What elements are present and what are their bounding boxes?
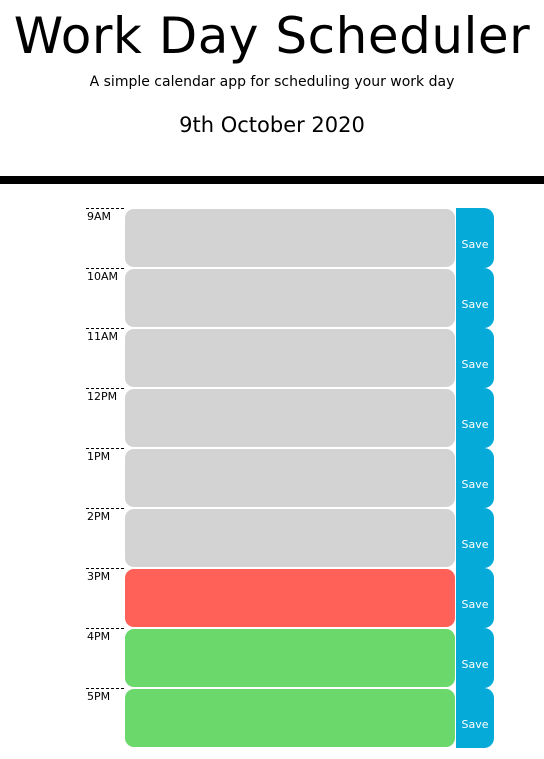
hour-label: 10AM xyxy=(86,268,124,328)
save-button[interactable]: Save xyxy=(456,508,494,568)
hour-label-text: 4PM xyxy=(87,630,111,643)
hour-label: 2PM xyxy=(86,508,124,568)
hour-label-text: 5PM xyxy=(87,690,111,703)
hour-label: 5PM xyxy=(86,688,124,748)
hour-label: 1PM xyxy=(86,448,124,508)
save-button[interactable]: Save xyxy=(456,568,494,628)
hour-label: 4PM xyxy=(86,628,124,688)
description-textarea[interactable] xyxy=(124,208,456,268)
save-button[interactable]: Save xyxy=(456,328,494,388)
time-block-row: 1PM Save xyxy=(0,448,544,508)
header: Work Day Scheduler A simple calendar app… xyxy=(0,0,544,176)
hour-label: 11AM xyxy=(86,328,124,388)
time-block-row: 10AM Save xyxy=(0,268,544,328)
page-title: Work Day Scheduler xyxy=(13,7,531,65)
hour-label-text: 2PM xyxy=(87,510,111,523)
description-textarea[interactable] xyxy=(124,568,456,628)
description-textarea[interactable] xyxy=(124,628,456,688)
hour-label: 9AM xyxy=(86,208,124,268)
page-subtitle: A simple calendar app for scheduling you… xyxy=(89,74,455,90)
description-textarea[interactable] xyxy=(124,448,456,508)
save-button[interactable]: Save xyxy=(456,688,494,748)
hour-label-text: 10AM xyxy=(87,270,119,283)
save-button[interactable]: Save xyxy=(456,268,494,328)
current-day: 9th October 2020 xyxy=(179,113,365,137)
hour-label-text: 9AM xyxy=(87,210,112,223)
description-textarea[interactable] xyxy=(124,688,456,748)
save-button[interactable]: Save xyxy=(456,208,494,268)
time-block-row: 4PM Save xyxy=(0,628,544,688)
header-divider xyxy=(0,176,544,184)
hour-label-text: 3PM xyxy=(87,570,111,583)
hour-label-text: 1PM xyxy=(87,450,111,463)
hour-label: 12PM xyxy=(86,388,124,448)
save-button[interactable]: Save xyxy=(456,628,494,688)
time-block-row: 5PM Save xyxy=(0,688,544,748)
time-block-row: 12PM Save xyxy=(0,388,544,448)
time-block-row: 11AM Save xyxy=(0,328,544,388)
description-textarea[interactable] xyxy=(124,268,456,328)
time-block-row: 9AM Save xyxy=(0,208,544,268)
hour-label-text: 11AM xyxy=(87,330,119,343)
description-textarea[interactable] xyxy=(124,388,456,448)
description-textarea[interactable] xyxy=(124,328,456,388)
description-textarea[interactable] xyxy=(124,508,456,568)
save-button[interactable]: Save xyxy=(456,448,494,508)
time-block-row: 3PM Save xyxy=(0,568,544,628)
save-button[interactable]: Save xyxy=(456,388,494,448)
hour-label-text: 12PM xyxy=(87,390,118,403)
time-block-row: 2PM Save xyxy=(0,508,544,568)
hour-label: 3PM xyxy=(86,568,124,628)
